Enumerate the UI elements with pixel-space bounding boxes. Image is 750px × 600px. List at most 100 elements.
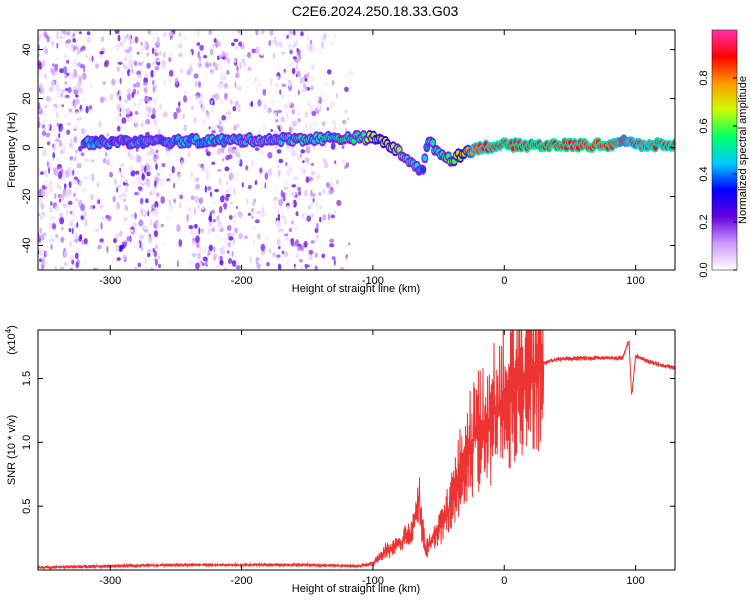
spectrogram-speckle [139, 163, 144, 170]
spectrogram-speckle [180, 159, 183, 168]
spectrogram-speckle [226, 224, 232, 231]
spectrogram-speckle [72, 38, 76, 43]
spectrogram-speckle [117, 34, 121, 42]
spectrogram-speckle [143, 94, 146, 98]
spectrogram-speckle [51, 40, 54, 47]
spectrogram-speckle [38, 33, 41, 40]
spectrogram-speckle [52, 175, 57, 183]
spectrogram-speckle [124, 48, 129, 54]
spectrogram-speckle [213, 246, 216, 253]
spectrogram-speckle [40, 213, 43, 218]
spectrogram-speckle [124, 184, 129, 193]
spectrogram-speckle [277, 213, 281, 221]
spectrogram-speckle [219, 205, 223, 214]
spectrogram-speckle [257, 83, 262, 88]
spectrogram-speckle [303, 202, 308, 208]
spectrogram-speckle [295, 239, 299, 247]
spectrogram-speckle [196, 163, 202, 167]
spectrogram-speckle [40, 154, 43, 158]
spectrogram-speckle [97, 166, 101, 172]
spectrogram-speckle [318, 243, 322, 250]
spectrogram-speckle [252, 95, 257, 99]
spectrogram-speckle [267, 168, 273, 176]
spectrogram-speckle [296, 70, 301, 78]
spectrogram-speckle [328, 189, 333, 195]
spectrogram-speckle [41, 59, 46, 68]
spectrogram-speckle [175, 252, 179, 259]
spectrogram-speckle [227, 146, 233, 154]
spectrogram-speckle [268, 40, 271, 47]
spectrogram-speckle [63, 216, 69, 221]
spectrogram-speckle [46, 160, 49, 168]
spectrogram-speckle [247, 66, 252, 72]
spectrogram-speckle [189, 62, 193, 68]
spectrogram-speckle [203, 248, 206, 254]
spectrogram-speckle [135, 81, 141, 88]
spectrogram-speckle [75, 94, 79, 98]
spectrogram-speckle [282, 178, 285, 185]
spectrogram-speckle [64, 81, 67, 85]
spectrogram-speckle [323, 42, 329, 49]
spectrogram-speckle [178, 101, 181, 107]
spectrogram-speckle [334, 160, 337, 164]
spectrogram-speckle [211, 130, 216, 134]
spectrogram-speckle [48, 97, 52, 102]
spectrogram-speckle [118, 198, 122, 205]
spectrogram-speckle [278, 41, 283, 48]
spectrogram-speckle [155, 186, 160, 191]
spectrogram-speckle [298, 186, 301, 194]
spectrogram-speckle [38, 168, 41, 176]
spectrogram-speckle [284, 220, 287, 225]
spectrogram-speckle [50, 67, 54, 74]
spectrogram-speckle [174, 77, 179, 85]
spectrogram-speckle [106, 245, 109, 254]
spectrogram-speckle [62, 66, 68, 75]
spectrogram-speckle [53, 166, 56, 175]
spectrogram-speckle [284, 235, 290, 242]
spectrogram-speckle [40, 171, 44, 175]
spectrogram-speckle [310, 214, 314, 218]
spectrogram-speckle [219, 228, 223, 233]
spectrogram-speckle [156, 59, 161, 63]
spectrogram-speckle [70, 178, 75, 182]
spectrogram-speckle [190, 170, 194, 178]
spectrogram-speckle [318, 48, 323, 55]
spectrogram-speckle [67, 200, 73, 206]
spectrogram-speckle [330, 214, 335, 219]
spectrogram-speckle [71, 259, 75, 265]
x-tick-label: 100 [626, 275, 644, 287]
spectrogram-speckle [41, 124, 45, 128]
spectrogram-speckle [72, 58, 77, 67]
snr-plot-area [38, 330, 675, 570]
spectrogram-speckle [121, 190, 124, 198]
spectrogram-speckle [228, 236, 234, 241]
spectrogram-speckle [125, 201, 131, 207]
spectrogram-speckle [147, 106, 152, 114]
spectrogram-speckle [151, 62, 155, 65]
spectrogram-speckle [52, 207, 54, 213]
ridge-core [420, 166, 426, 173]
spectrogram-speckle [341, 145, 345, 150]
spectrogram-speckle [277, 263, 282, 270]
spectrogram-speckle [287, 179, 292, 185]
spectrogram-speckle [88, 105, 93, 110]
spectrogram-speckle [228, 258, 233, 265]
spectrogram-speckle [288, 79, 293, 87]
spectrogram-speckle [342, 55, 345, 63]
spectrogram-speckle [112, 87, 117, 92]
spectrogram-speckle [202, 213, 206, 217]
x-tick-label: -300 [99, 275, 121, 287]
spectrogram-speckle [259, 228, 263, 236]
spectrogram-speckle [168, 173, 172, 177]
spectrogram-speckle [286, 258, 290, 267]
spectrogram-speckle [297, 63, 303, 69]
spectrogram-speckle [291, 220, 294, 225]
spectrogram-speckle [123, 198, 126, 203]
spectrogram-speckle [162, 78, 167, 86]
spectrogram-speckle [283, 227, 288, 235]
spectrogram-speckle [314, 46, 319, 53]
spectrogram-speckle [304, 78, 308, 82]
spectrogram-speckle [128, 58, 132, 66]
spectrogram-speckle [346, 117, 350, 121]
